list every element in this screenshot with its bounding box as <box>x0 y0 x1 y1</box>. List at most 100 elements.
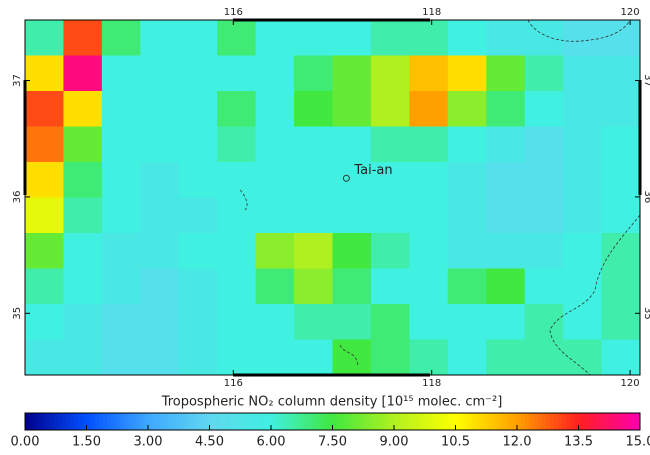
grid-cell <box>25 20 64 56</box>
colorbar-swatch <box>332 413 338 430</box>
colorbar-swatch <box>394 413 399 430</box>
colorbar-swatch <box>443 413 448 430</box>
colorbar-swatch <box>385 413 391 430</box>
grid-cell <box>486 126 526 163</box>
grid-cell <box>332 233 372 269</box>
colorbar-swatch <box>164 413 169 430</box>
colorbar-swatch <box>504 413 510 430</box>
colorbar-swatch <box>189 413 194 430</box>
colorbar-swatch <box>484 413 489 430</box>
colorbar-swatch <box>197 413 202 430</box>
colorbar-swatch <box>66 413 71 430</box>
colorbar-swatch <box>242 413 247 430</box>
colorbar-label: 9.00 <box>380 435 409 450</box>
colorbar-swatch <box>225 413 231 430</box>
colorbar-swatch <box>254 413 260 430</box>
grid-cell <box>370 55 410 92</box>
grid-cell <box>255 268 295 305</box>
grid-cell <box>563 197 603 234</box>
colorbar-swatch <box>262 413 268 430</box>
grid-cell <box>409 197 449 234</box>
grid-cell <box>140 55 180 92</box>
grid-cell <box>486 197 526 234</box>
grid-cell <box>294 55 333 92</box>
grid-cell <box>370 162 410 198</box>
colorbar-swatch <box>398 413 403 430</box>
colorbar-label: 15.0 <box>626 435 650 450</box>
colorbar-swatch <box>230 413 235 430</box>
colorbar-swatch <box>451 413 456 430</box>
grid-cell <box>409 91 449 127</box>
colorbar-label: 3.00 <box>134 435 163 450</box>
grid-cell <box>25 339 64 376</box>
colorbar-swatch <box>303 413 309 430</box>
grid-cell <box>486 233 526 269</box>
colorbar-swatch <box>291 413 297 430</box>
colorbar-swatch <box>57 413 63 430</box>
grid-cell <box>486 20 526 56</box>
grid-cell <box>563 55 603 92</box>
colorbar-swatch <box>295 413 301 430</box>
colorbar-swatch <box>115 413 120 430</box>
colorbar-swatch <box>37 413 42 430</box>
colorbar-swatch <box>193 413 198 430</box>
grid-cell <box>178 233 218 269</box>
lon-label: 116 <box>224 378 243 389</box>
grid-cell <box>447 339 487 376</box>
grid-cell <box>524 55 564 92</box>
grid-cell <box>178 304 218 340</box>
lon-label: 118 <box>422 378 441 389</box>
grid-cell <box>178 20 218 56</box>
colorbar-swatch <box>611 413 616 430</box>
lon-label: 118 <box>422 7 441 18</box>
colorbar-swatch <box>143 413 149 430</box>
grid-cell <box>101 304 141 340</box>
colorbar-swatch <box>123 413 128 430</box>
grid-cell <box>255 304 295 340</box>
grid-cell <box>63 20 103 56</box>
colorbar-swatch <box>348 413 354 430</box>
grid-cell <box>524 268 564 305</box>
grid-cell <box>101 55 141 92</box>
grid-cell <box>370 126 410 163</box>
grid-cell <box>409 233 449 269</box>
colorbar-swatch <box>180 413 186 430</box>
grid-cell <box>25 162 64 198</box>
grid-cell <box>178 91 218 127</box>
colorbar-swatch <box>570 413 575 430</box>
colorbar-swatch <box>369 413 374 430</box>
grid-cell <box>563 20 603 56</box>
grid-cell <box>409 304 449 340</box>
grid-cell <box>524 233 564 269</box>
grid-cell <box>370 339 410 376</box>
grid-cell <box>601 20 641 56</box>
colorbar-swatch <box>82 413 87 430</box>
grid-cell <box>178 339 218 376</box>
grid-cell <box>101 339 141 376</box>
grid-cell <box>101 91 141 127</box>
grid-cell <box>563 162 603 198</box>
grid-cell <box>524 339 564 376</box>
colorbar-swatch <box>525 413 530 430</box>
grid-cell <box>255 233 295 269</box>
grid-cell <box>486 55 526 92</box>
colorbar-swatch <box>549 413 555 430</box>
colorbar-swatch <box>201 413 206 430</box>
lat-label: 37 <box>12 74 23 87</box>
grid-cell <box>217 304 257 340</box>
lon-label: 120 <box>621 7 640 18</box>
grid-cell <box>255 20 295 56</box>
colorbar-swatch <box>439 413 444 430</box>
grid-cell <box>409 162 449 198</box>
colorbar-swatch <box>455 413 461 430</box>
coastlines <box>239 19 641 376</box>
grid-cell <box>524 197 564 234</box>
colorbar-swatch <box>517 413 522 430</box>
colorbar-swatch <box>582 413 588 430</box>
grid-cell <box>63 162 103 198</box>
grid-cell <box>409 20 449 56</box>
grid-cell <box>370 91 410 127</box>
grid-cell <box>447 268 487 305</box>
grid-cell <box>563 91 603 127</box>
